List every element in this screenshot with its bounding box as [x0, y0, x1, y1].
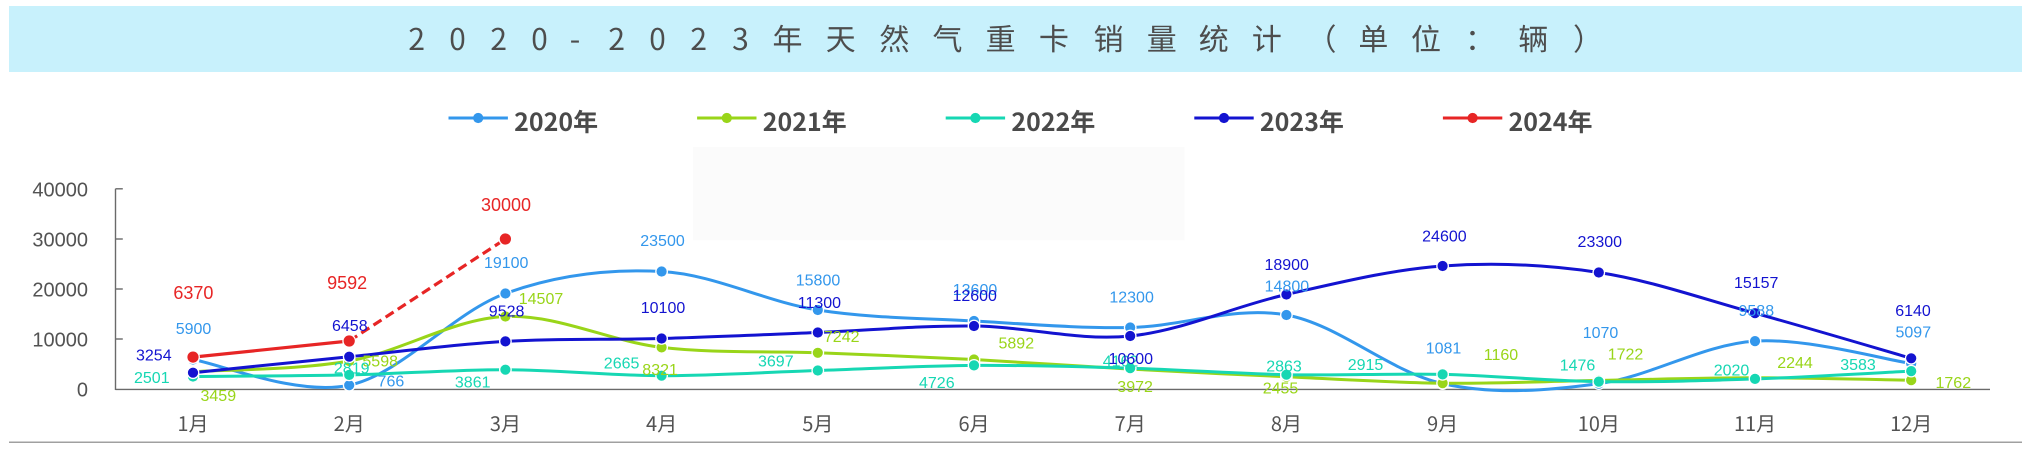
svg-text:12600: 12600	[952, 288, 997, 305]
svg-text:6140: 6140	[1895, 303, 1931, 320]
svg-text:3861: 3861	[455, 375, 491, 392]
svg-text:9528: 9528	[489, 304, 525, 321]
svg-text:12300: 12300	[1109, 289, 1154, 306]
svg-text:5097: 5097	[1896, 324, 1932, 341]
svg-text:15800: 15800	[796, 272, 841, 289]
svg-text:4162: 4162	[1103, 353, 1139, 370]
svg-text:5900: 5900	[176, 321, 212, 338]
svg-text:3583: 3583	[1840, 357, 1876, 374]
svg-text:6458: 6458	[332, 318, 368, 335]
svg-text:20000: 20000	[32, 279, 88, 301]
svg-text:14507: 14507	[519, 291, 564, 308]
svg-text:18900: 18900	[1264, 257, 1309, 274]
svg-text:13600: 13600	[953, 282, 998, 299]
svg-text:3254: 3254	[136, 347, 172, 364]
svg-text:2244: 2244	[1777, 355, 1813, 372]
svg-text:10100: 10100	[641, 300, 686, 317]
svg-text:10000: 10000	[32, 329, 88, 351]
svg-text:2665: 2665	[604, 355, 640, 372]
svg-text:2020: 2020	[1714, 362, 1750, 379]
svg-text:2915: 2915	[1348, 357, 1384, 374]
svg-text:1722: 1722	[1608, 346, 1644, 363]
svg-text:7242: 7242	[824, 329, 860, 346]
svg-text:2863: 2863	[1266, 359, 1302, 376]
svg-text:30000: 30000	[32, 229, 88, 251]
svg-text:3972: 3972	[1117, 379, 1153, 396]
svg-text:23500: 23500	[640, 233, 685, 250]
svg-text:4726: 4726	[919, 375, 955, 392]
svg-text:2501: 2501	[134, 370, 170, 387]
svg-text:30000: 30000	[481, 195, 531, 215]
svg-text:23300: 23300	[1578, 234, 1623, 251]
svg-text:14800: 14800	[1265, 279, 1310, 296]
svg-text:8321: 8321	[642, 362, 678, 379]
svg-text:2819: 2819	[334, 361, 370, 378]
svg-text:5598: 5598	[362, 354, 398, 371]
svg-text:6370: 6370	[173, 283, 213, 303]
svg-text:766: 766	[378, 374, 405, 391]
svg-text:10600: 10600	[1109, 351, 1154, 368]
svg-text:24600: 24600	[1422, 228, 1467, 245]
svg-text:5892: 5892	[999, 335, 1035, 352]
svg-text:15157: 15157	[1734, 275, 1779, 292]
svg-text:2455: 2455	[1263, 381, 1299, 398]
svg-text:19100: 19100	[484, 255, 529, 272]
svg-text:9592: 9592	[327, 273, 367, 293]
svg-text:3697: 3697	[758, 354, 794, 371]
svg-text:1160: 1160	[1484, 347, 1519, 364]
svg-text:1081: 1081	[1426, 341, 1462, 358]
svg-text:3459: 3459	[201, 388, 237, 405]
svg-text:1762: 1762	[1936, 375, 1972, 392]
svg-text:0: 0	[77, 379, 88, 401]
svg-text:9588: 9588	[1739, 303, 1775, 320]
svg-text:1476: 1476	[1560, 357, 1596, 374]
svg-text:1070: 1070	[1583, 325, 1619, 342]
svg-text:11300: 11300	[798, 295, 841, 312]
svg-text:40000: 40000	[32, 179, 88, 201]
